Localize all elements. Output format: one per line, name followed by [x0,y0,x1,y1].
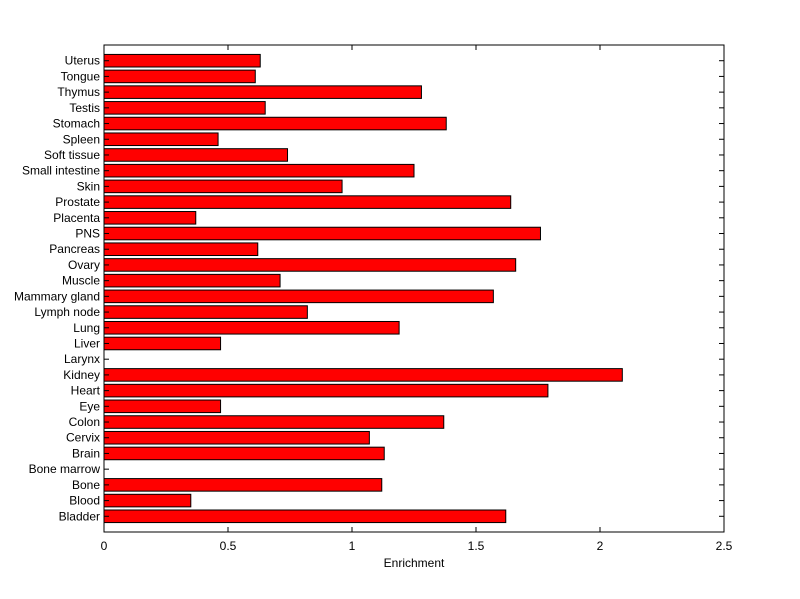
x-tick-label: 1 [349,539,356,553]
y-tick-label: Brain [72,446,100,460]
y-tick-label: Placenta [53,211,100,225]
bar-spleen [103,132,219,147]
bars-layer [103,53,623,524]
bar-soft-tissue [103,148,289,162]
y-tick-label: Soft tissue [44,148,100,162]
bar-cervix [103,430,370,445]
y-tick-label: Lung [73,321,100,335]
y-tick-label: Larynx [64,352,100,366]
y-tick-label: Skin [77,179,100,193]
y-tick-label: Thymus [57,85,100,99]
bar-kidney [103,368,623,382]
bar-mammary-gland [103,289,494,304]
bar-ovary [103,258,517,272]
y-tick-label: Uterus [65,54,100,68]
bar-tongue [103,69,256,84]
bar-heart [103,383,549,398]
bar-lung [103,320,400,335]
plot-area-frame [103,44,725,533]
bar-muscle [103,273,281,288]
bar-bladder [103,509,507,524]
y-tick-label: Spleen [63,132,100,146]
bar-testis [103,101,266,115]
y-tick-label: Eye [79,399,100,413]
x-tick-label: 2.5 [716,539,733,553]
bar-eye [103,399,222,414]
y-tick-label: Bone marrow [29,462,101,476]
bar-brain [103,446,385,461]
y-tick-label: Colon [69,415,100,429]
y-tick-label: Stomach [53,117,100,131]
y-tick-label: Small intestine [22,164,100,178]
bar-uterus [103,53,261,68]
y-tick-label: Testis [69,101,100,115]
bar-pns [103,226,541,241]
y-tick-label: Tongue [61,69,101,83]
bar-liver [103,336,222,351]
x-tick-label: 0.5 [220,539,237,553]
bar-prostate [103,195,512,209]
x-axis-ticks: 0 0.5 1 1.5 2 2.5 [101,45,733,553]
y-tick-label: Ovary [68,258,100,272]
bar-thymus [103,85,422,99]
bar-pancreas [103,242,259,257]
y-tick-label: Lymph node [34,305,100,319]
x-tick-label: 0 [101,539,108,553]
bar-stomach [103,116,447,131]
y-tick-label: Mammary gland [14,289,100,303]
y-tick-label: Bladder [59,509,100,523]
y-tick-label: PNS [75,227,100,241]
bar-colon [103,415,445,429]
y-tick-label: Bone [72,478,100,492]
bar-placenta [103,211,197,225]
bar-bone [103,478,383,492]
y-tick-label: Prostate [55,195,100,209]
y-tick-label: Heart [71,384,101,398]
y-tick-label: Blood [69,494,100,508]
x-tick-label: 2 [597,539,604,553]
y-tick-label: Muscle [62,274,100,288]
bar-blood [103,493,192,508]
bar-lymph-node [103,305,308,319]
y-tick-label: Kidney [63,368,100,382]
y-tick-label: Liver [74,336,100,350]
x-axis-label: Enrichment [384,556,445,570]
y-tick-label: Cervix [66,431,100,445]
bar-skin [103,179,343,194]
bar-small-intestine [103,163,415,178]
y-tick-label: Pancreas [49,242,100,256]
x-tick-label: 1.5 [468,539,485,553]
